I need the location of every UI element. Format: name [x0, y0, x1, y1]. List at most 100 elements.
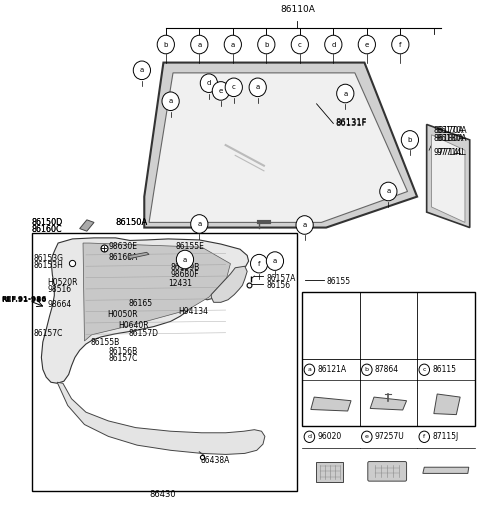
Text: 87864: 87864: [375, 366, 399, 374]
Text: 86157A: 86157A: [266, 273, 296, 283]
Circle shape: [324, 35, 342, 54]
Text: 86160C: 86160C: [32, 225, 62, 234]
Text: e: e: [365, 434, 369, 439]
Text: b: b: [408, 137, 412, 143]
Text: REF.91-986: REF.91-986: [1, 297, 47, 303]
Circle shape: [304, 364, 315, 375]
Text: e: e: [219, 88, 223, 94]
Circle shape: [291, 35, 309, 54]
Text: 87115J: 87115J: [432, 432, 459, 442]
Text: 97257U: 97257U: [375, 432, 405, 442]
Text: 86180A: 86180A: [434, 134, 464, 143]
FancyBboxPatch shape: [32, 233, 298, 491]
Text: 86155B: 86155B: [91, 338, 120, 346]
Circle shape: [266, 252, 284, 270]
Text: c: c: [232, 84, 236, 90]
Text: 98630E: 98630E: [108, 242, 137, 251]
Text: H0520R: H0520R: [48, 278, 78, 287]
Text: a: a: [140, 67, 144, 73]
Text: H0050R: H0050R: [107, 310, 138, 318]
Circle shape: [157, 35, 174, 54]
Text: d: d: [307, 434, 312, 439]
Circle shape: [224, 35, 241, 54]
Text: a: a: [343, 90, 348, 97]
Text: 86150D: 86150D: [32, 218, 63, 227]
Text: 97714L: 97714L: [436, 148, 466, 157]
Text: REF.91-986: REF.91-986: [1, 296, 47, 302]
Circle shape: [380, 182, 397, 201]
Text: 86150A: 86150A: [116, 218, 148, 227]
Circle shape: [392, 35, 409, 54]
Polygon shape: [423, 467, 469, 474]
Text: 86155: 86155: [326, 277, 350, 286]
Polygon shape: [434, 394, 460, 415]
Polygon shape: [41, 238, 249, 383]
Circle shape: [176, 250, 193, 269]
Text: 86121A: 86121A: [318, 366, 347, 374]
Text: 86170A: 86170A: [436, 126, 467, 135]
Text: b: b: [164, 41, 168, 48]
FancyBboxPatch shape: [316, 462, 343, 482]
Text: 86160C: 86160C: [32, 225, 62, 234]
Text: a: a: [386, 189, 391, 194]
Circle shape: [191, 215, 208, 233]
Text: 86150D: 86150D: [32, 218, 63, 227]
Text: H0640R: H0640R: [118, 321, 149, 330]
Text: f: f: [258, 261, 260, 267]
Text: a: a: [197, 221, 202, 227]
Polygon shape: [144, 63, 417, 227]
Text: 86131F: 86131F: [336, 119, 367, 128]
Circle shape: [358, 35, 375, 54]
Text: e: e: [365, 41, 369, 48]
Text: H94134: H94134: [179, 307, 209, 315]
Text: 86165: 86165: [129, 299, 153, 308]
Polygon shape: [57, 382, 265, 454]
Text: a: a: [168, 98, 173, 104]
Circle shape: [225, 78, 242, 97]
Text: 86156: 86156: [266, 281, 290, 291]
Text: 12431: 12431: [168, 279, 192, 288]
Circle shape: [304, 431, 315, 443]
Text: 86157C: 86157C: [108, 354, 138, 363]
Text: a: a: [231, 41, 235, 48]
Circle shape: [419, 364, 430, 375]
Polygon shape: [427, 125, 470, 227]
Text: 86157C: 86157C: [33, 329, 62, 338]
Text: 86110A: 86110A: [280, 5, 315, 13]
FancyBboxPatch shape: [302, 292, 475, 426]
Text: 86155E: 86155E: [175, 242, 204, 251]
Circle shape: [361, 431, 372, 443]
Circle shape: [258, 35, 275, 54]
Text: c: c: [298, 41, 302, 48]
Circle shape: [162, 92, 179, 111]
Text: 86168A: 86168A: [108, 253, 138, 262]
Text: 98664: 98664: [48, 300, 72, 309]
Text: 86150A: 86150A: [116, 218, 148, 227]
Text: a: a: [302, 222, 307, 228]
Text: 86438A: 86438A: [201, 456, 230, 465]
Text: 86131F: 86131F: [336, 118, 367, 127]
Polygon shape: [432, 135, 465, 222]
Circle shape: [336, 84, 354, 103]
Text: 98516: 98516: [48, 285, 72, 294]
Text: d: d: [207, 80, 211, 86]
Text: b: b: [264, 41, 268, 48]
Polygon shape: [311, 397, 351, 411]
Text: 86156B: 86156B: [108, 347, 138, 356]
Text: 86180A: 86180A: [436, 134, 467, 143]
Text: 86153H: 86153H: [33, 261, 63, 270]
Circle shape: [251, 254, 268, 273]
Circle shape: [361, 364, 372, 375]
Circle shape: [200, 74, 217, 93]
FancyBboxPatch shape: [368, 462, 407, 481]
Text: c: c: [422, 367, 426, 372]
Text: f: f: [399, 41, 402, 48]
Polygon shape: [211, 266, 247, 302]
Text: a: a: [197, 41, 202, 48]
Text: 86159B: 86159B: [170, 263, 200, 272]
Text: 96020: 96020: [318, 432, 342, 442]
Polygon shape: [80, 220, 94, 231]
Polygon shape: [83, 243, 230, 341]
Text: 98630F: 98630F: [170, 270, 199, 280]
Circle shape: [419, 431, 430, 443]
